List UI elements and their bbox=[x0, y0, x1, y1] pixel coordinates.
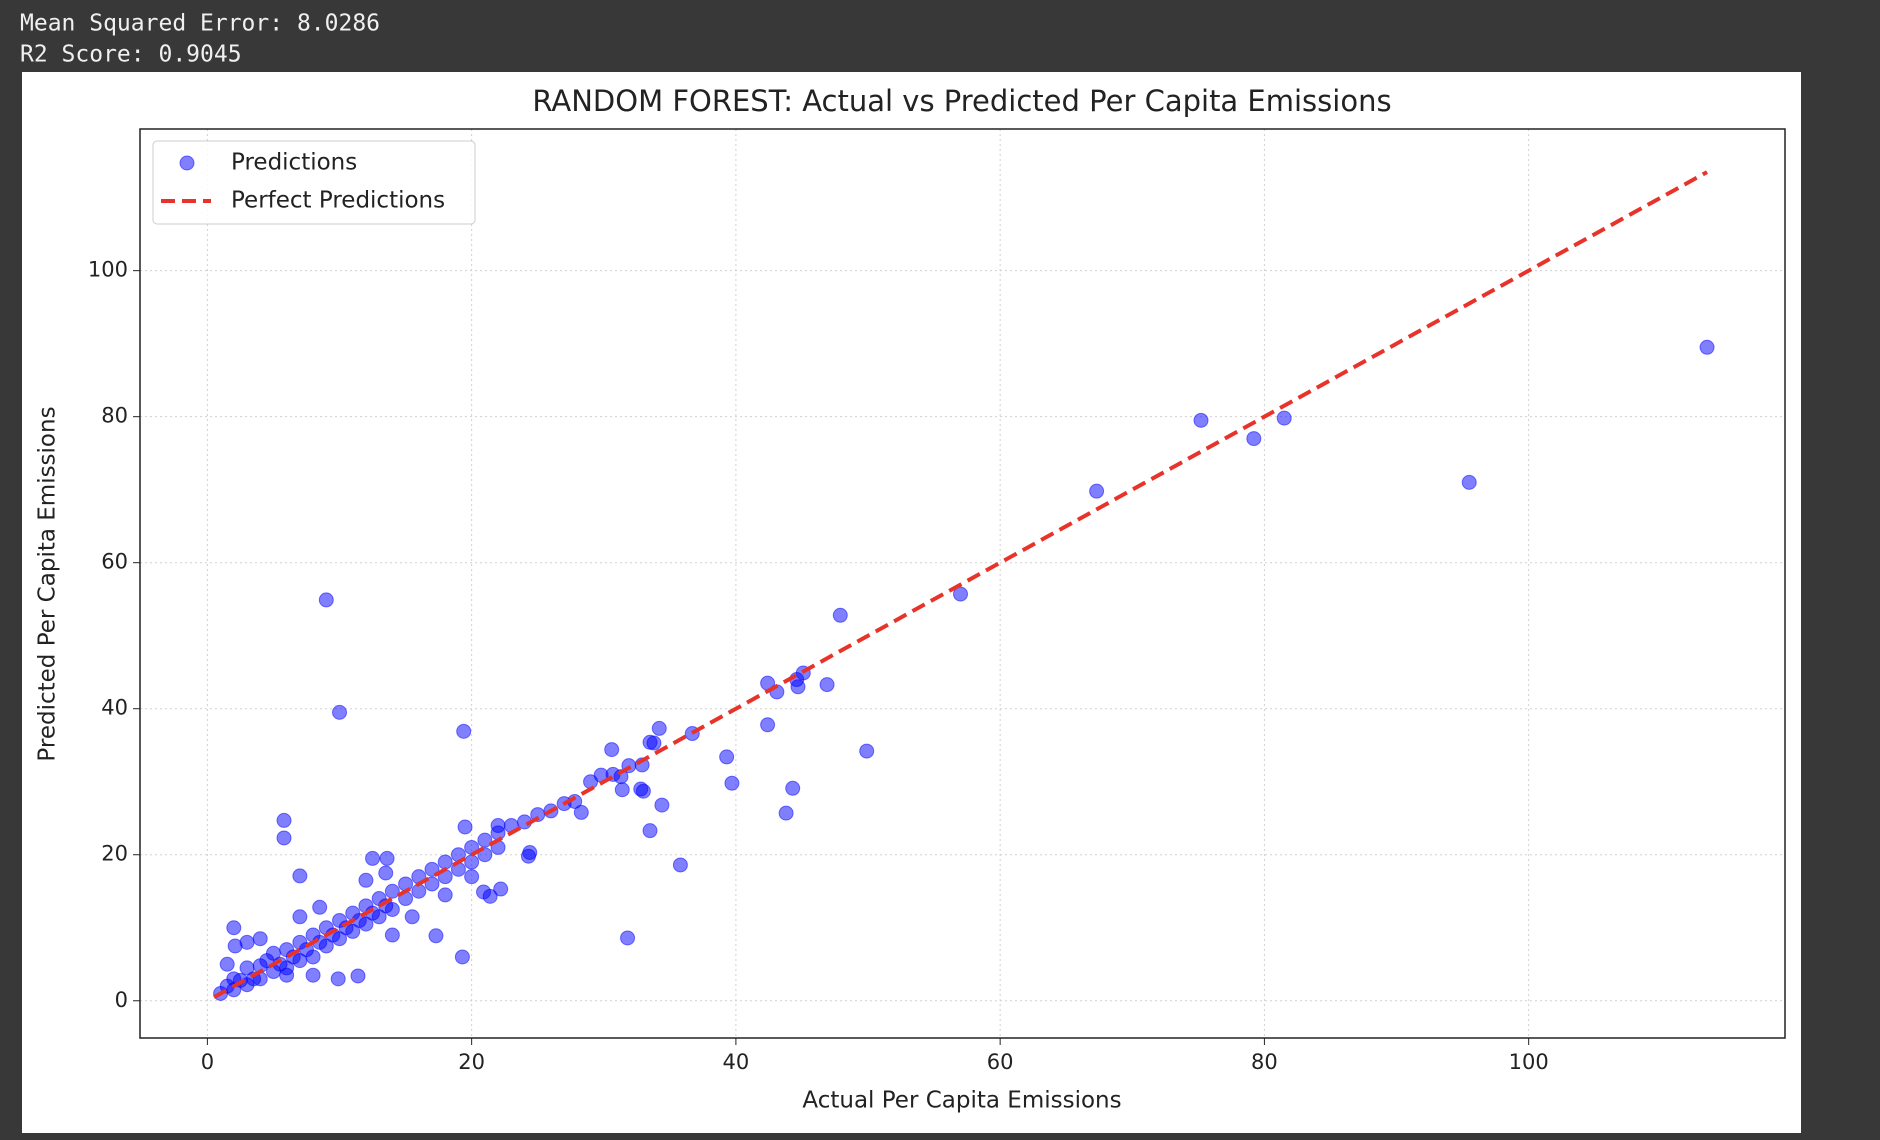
scatter-point bbox=[219, 956, 235, 972]
scatter-point bbox=[859, 743, 875, 759]
scatter-point bbox=[620, 930, 636, 946]
scatter-point bbox=[613, 769, 629, 785]
scatter-point bbox=[819, 677, 835, 693]
scatter-point bbox=[642, 823, 658, 839]
scatter-point bbox=[760, 717, 776, 733]
y-tick-label: 60 bbox=[101, 550, 128, 574]
scatter-point bbox=[1193, 412, 1209, 428]
scatter-point bbox=[312, 899, 328, 915]
scatter-point bbox=[332, 931, 348, 947]
y-axis-label: Predicted Per Capita Emissions bbox=[35, 406, 61, 761]
scatter-point bbox=[457, 819, 473, 835]
output-line: Mean Squared Error: 8.0286 bbox=[20, 11, 380, 37]
scatter-point bbox=[378, 865, 394, 881]
scatter-point bbox=[651, 720, 667, 736]
scatter-point bbox=[454, 949, 470, 965]
scatter-point bbox=[493, 881, 509, 897]
scatter-point bbox=[398, 876, 414, 892]
scatter-point bbox=[292, 909, 308, 925]
scatter-point bbox=[305, 967, 321, 983]
legend-label: Predictions bbox=[231, 150, 357, 176]
scatter-point bbox=[428, 928, 444, 944]
scatter-point bbox=[477, 832, 493, 848]
scatter-point bbox=[778, 805, 794, 821]
scatter-point bbox=[276, 830, 292, 846]
scatter-point bbox=[490, 825, 506, 841]
scatter-point bbox=[604, 742, 620, 758]
scatter-point bbox=[1461, 474, 1477, 490]
scatter-point bbox=[642, 734, 658, 750]
scatter-point bbox=[1699, 339, 1715, 355]
scatter-point bbox=[437, 887, 453, 903]
scatter-point bbox=[276, 812, 292, 828]
scatter-point bbox=[1089, 483, 1105, 499]
scatter-point bbox=[411, 883, 427, 899]
x-tick-label: 60 bbox=[987, 1050, 1014, 1074]
y-tick-label: 100 bbox=[88, 258, 128, 282]
scatter-point bbox=[252, 931, 268, 947]
scatter-point bbox=[724, 775, 740, 791]
scatter-point bbox=[614, 782, 630, 798]
plot-frame bbox=[139, 128, 1786, 1039]
scatter-point bbox=[292, 868, 308, 884]
x-tick-label: 0 bbox=[201, 1050, 214, 1074]
scatter-point bbox=[350, 968, 366, 984]
scatter-point bbox=[719, 749, 735, 765]
scatter-point bbox=[358, 916, 374, 932]
scatter-point bbox=[1246, 431, 1262, 447]
output-line: R2 Score: 0.9045 bbox=[20, 42, 242, 68]
scatter-point bbox=[318, 938, 334, 954]
scatter-point bbox=[832, 607, 848, 623]
scatter-point bbox=[633, 781, 649, 797]
x-tick-label: 80 bbox=[1251, 1050, 1278, 1074]
scatter-point bbox=[332, 704, 348, 720]
scatter-point bbox=[318, 592, 334, 608]
y-tick-label: 0 bbox=[115, 988, 128, 1012]
scatter-point bbox=[384, 901, 400, 917]
scatter-point bbox=[384, 927, 400, 943]
x-tick-label: 100 bbox=[1509, 1050, 1549, 1074]
scatter-point bbox=[437, 854, 453, 870]
scatter-point bbox=[520, 848, 536, 864]
scatter-point bbox=[404, 909, 420, 925]
legend-label: Perfect Predictions bbox=[231, 188, 445, 214]
scatter-point bbox=[1276, 410, 1292, 426]
scatter-point bbox=[358, 872, 374, 888]
scatter-point bbox=[226, 920, 242, 936]
chart-title: RANDOM FOREST: Actual vs Predicted Per C… bbox=[532, 84, 1391, 118]
scatter-point bbox=[464, 854, 480, 870]
legend-marker bbox=[179, 155, 195, 171]
scatter-point bbox=[379, 850, 395, 866]
scatter-point bbox=[305, 949, 321, 965]
reference-line bbox=[213, 170, 1709, 999]
scatter-point bbox=[456, 723, 472, 739]
scatter-point bbox=[953, 586, 969, 602]
y-tick-label: 40 bbox=[101, 696, 128, 720]
scatter-point bbox=[583, 774, 599, 790]
scatter-point bbox=[371, 909, 387, 925]
y-tick-label: 20 bbox=[101, 842, 128, 866]
plot: 0 20 40 60 80 100 0 20 40 60 80 100 Predictions Perfe… bbox=[88, 128, 1786, 1074]
scatter-point bbox=[345, 923, 361, 939]
x-tick-label: 40 bbox=[723, 1050, 750, 1074]
scatter-point bbox=[365, 850, 381, 866]
scatter-point bbox=[672, 857, 688, 873]
scatter-point bbox=[384, 883, 400, 899]
x-axis-label: Actual Per Capita Emissions bbox=[802, 1088, 1121, 1114]
scatter-point bbox=[573, 804, 589, 820]
legend-box bbox=[152, 140, 476, 225]
scatter-point bbox=[330, 971, 346, 987]
scatter-point bbox=[239, 934, 255, 950]
y-tick-label: 80 bbox=[101, 404, 128, 428]
scatter-point bbox=[464, 869, 480, 885]
scatter-point bbox=[654, 797, 670, 813]
x-tick-label: 20 bbox=[458, 1050, 485, 1074]
scatter-point bbox=[785, 780, 801, 796]
scatter-point bbox=[279, 967, 295, 983]
scatter-point bbox=[476, 884, 492, 900]
